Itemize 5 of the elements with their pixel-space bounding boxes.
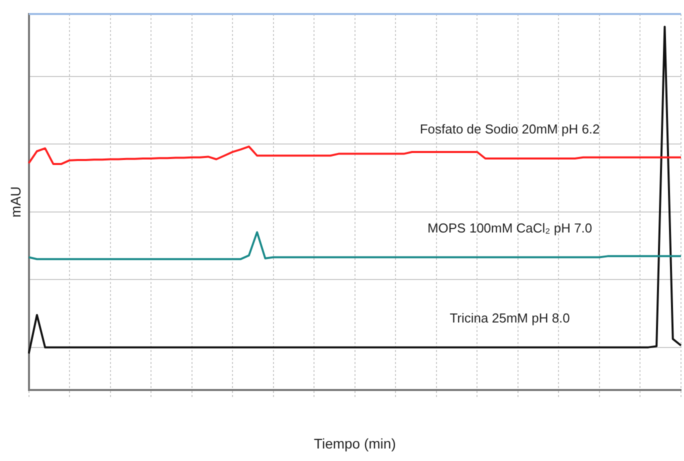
- series-label: MOPS 100mM CaCl₂ pH 7.0: [427, 220, 592, 236]
- series-label: Fosfato de Sodio 20mM pH 6.2: [420, 122, 600, 137]
- x-axis-title: Tiempo (min): [314, 435, 396, 452]
- series-label: Tricina 25mM pH 8.0: [450, 310, 570, 326]
- y-axis-title: mAU: [7, 186, 24, 218]
